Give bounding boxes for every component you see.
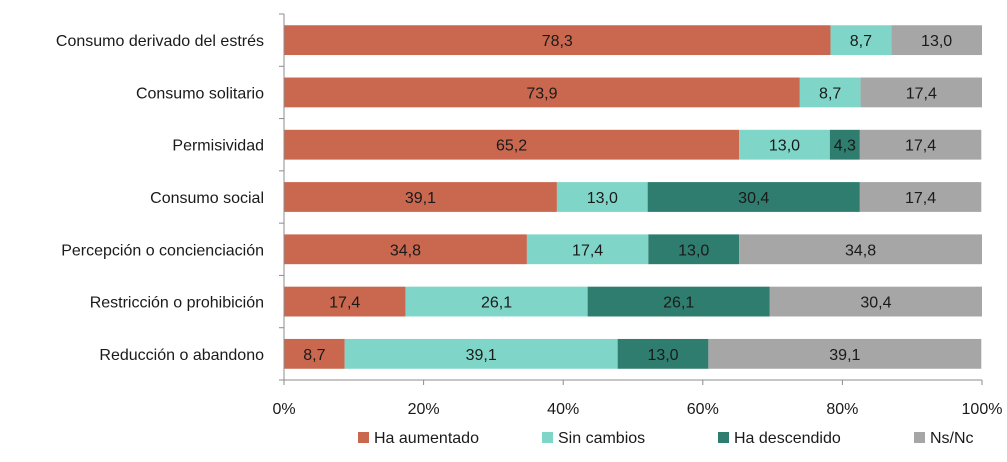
bar-segment [284,77,800,108]
category-label: Reducción o abandono [99,347,264,364]
bar-segment [739,234,982,265]
legend-label: Ha aumentado [374,430,479,447]
category-label: Percepción o concienciación [61,242,264,259]
data-label: 26,1 [481,295,512,312]
bar-segment [284,182,557,212]
data-label: 17,4 [572,242,603,259]
data-label: 17,4 [905,138,936,155]
x-tick-label: 40% [547,401,579,418]
data-label: 73,9 [526,85,557,102]
category-label: Consumo derivado del estrés [56,33,264,50]
data-label: 13,0 [587,190,618,207]
legend-swatch [914,432,925,443]
bar-segment [739,129,830,160]
bar-segment [405,286,588,317]
bar-segment [799,77,861,108]
legend-label: Ha descendido [734,430,841,447]
data-label: 39,1 [466,347,497,364]
bar-segment [860,77,982,108]
data-label: 17,4 [906,85,937,102]
category-label: Restricción o prohibición [90,295,264,312]
data-label: 17,4 [329,295,360,312]
data-label: 26,1 [663,295,694,312]
data-label: 34,8 [845,242,876,259]
bar-segment [587,286,770,317]
x-tick-label: 100% [962,401,1003,418]
legend-swatch [718,432,729,443]
data-label: 13,0 [678,242,709,259]
category-label: Consumo solitario [136,85,264,102]
data-label: 4,3 [834,138,856,155]
data-label: 39,1 [829,347,860,364]
x-tick-label: 80% [826,401,858,418]
x-tick-label: 0% [272,401,295,418]
bar-segment [830,25,892,56]
x-tick-label: 20% [408,401,440,418]
data-label: 78,3 [542,33,573,50]
bar-segment [769,286,982,317]
bar-segment [284,338,345,369]
bar-segment [344,338,618,369]
bar-segment [891,25,982,56]
legend: Ha aumentado Sin cambios Ha descendido Ns/N… [358,430,974,447]
data-label: 8,7 [850,33,872,50]
data-label: 30,4 [860,295,891,312]
legend-label: Sin cambios [558,430,645,447]
data-label: 8,7 [303,347,325,364]
legend-swatch [358,432,369,443]
data-label: 39,1 [405,190,436,207]
data-label: 13,0 [921,33,952,50]
bar-segment [617,338,709,369]
legend-swatch [542,432,553,443]
legend-label: Ns/Nc [930,430,974,447]
bar-segment [284,234,527,265]
bar-segment [284,286,406,317]
category-label: Consumo social [150,190,264,207]
bar-segment [526,234,649,265]
bar-segment [648,234,740,265]
bar-segment [284,25,831,56]
data-label: 13,0 [769,138,800,155]
data-label: 34,8 [390,242,421,259]
data-label: 8,7 [819,85,841,102]
x-tick-label: 60% [687,401,719,418]
data-label: 65,2 [496,138,527,155]
data-label: 30,4 [738,190,769,207]
bar-segment [859,182,982,212]
bar-segment [647,182,860,212]
bar-segment [829,129,860,160]
bar-segment [859,129,982,160]
bar-segment [708,338,982,369]
data-label: 17,4 [905,190,936,207]
category-label: Permisividad [172,138,264,155]
bar-segment [284,129,740,160]
data-label: 13,0 [647,347,678,364]
bar-segment [556,182,648,212]
